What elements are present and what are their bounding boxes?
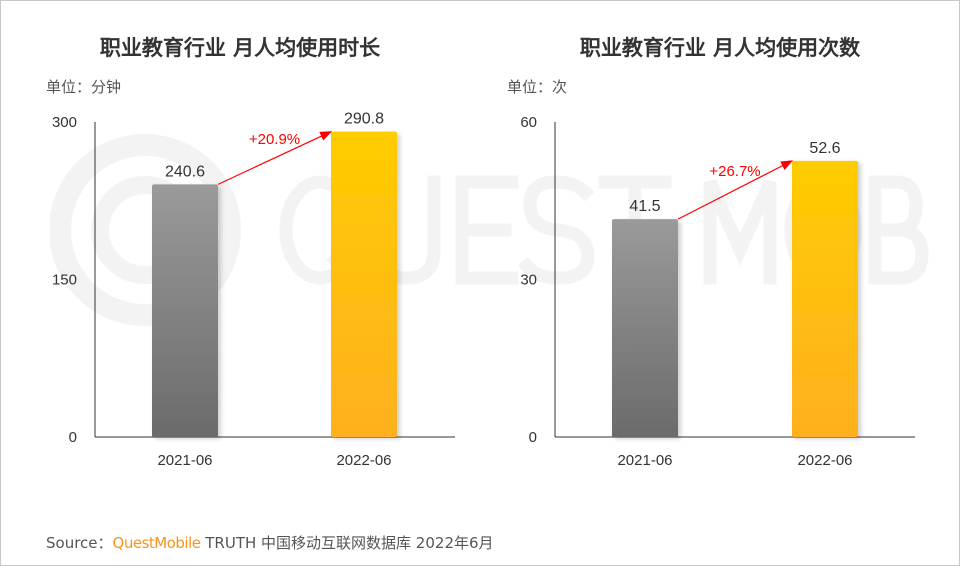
- source-label: Source：: [46, 534, 113, 552]
- y-tick-label: 0: [529, 429, 537, 446]
- data-label: 290.8: [344, 111, 384, 128]
- unit-label-1: 单位：分钟: [46, 78, 122, 96]
- y-tick-label: 30: [520, 272, 537, 289]
- x-tick-label: 2021-06: [617, 452, 672, 469]
- bar: [612, 219, 678, 437]
- source-note: Source：QuestMobile TRUTH 中国移动互联网数据库 2022…: [46, 532, 494, 553]
- bar: [152, 184, 218, 437]
- data-label: 41.5: [629, 198, 660, 215]
- growth-arrow: [217, 131, 333, 185]
- chart-title-2: 职业教育行业 月人均使用次数: [579, 36, 861, 60]
- y-tick-label: 60: [520, 114, 537, 131]
- y-tick-label: 150: [52, 272, 77, 289]
- data-label: 52.6: [809, 140, 840, 157]
- unit-label-2: 单位：次: [507, 78, 568, 96]
- source-text: TRUTH 中国移动互联网数据库 2022年6月: [205, 534, 494, 552]
- growth-arrow: [677, 160, 794, 220]
- x-tick-label: 2021-06: [157, 452, 212, 469]
- growth-label: +26.7%: [709, 163, 760, 180]
- bar: [792, 160, 858, 437]
- x-tick-label: 2022-06: [336, 452, 391, 469]
- y-tick-label: 0: [69, 429, 77, 446]
- source-brand: QuestMobile: [112, 534, 201, 552]
- growth-label: +20.9%: [249, 131, 300, 148]
- x-tick-label: 2022-06: [797, 452, 852, 469]
- data-label: 240.6: [165, 163, 205, 180]
- y-tick-label: 300: [52, 114, 77, 131]
- bar: [331, 131, 397, 437]
- chart-title-1: 职业教育行业 月人均使用时长: [99, 36, 381, 60]
